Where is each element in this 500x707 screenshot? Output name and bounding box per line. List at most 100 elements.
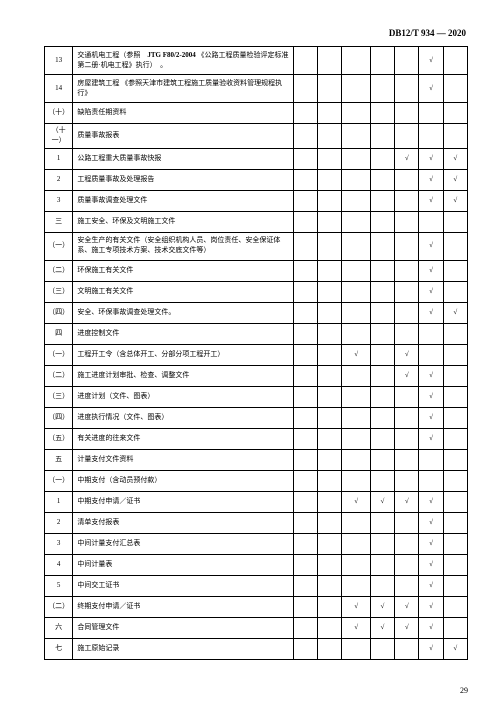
row-number: （十） <box>45 103 73 124</box>
check-cell: √ <box>395 617 419 638</box>
check-cell <box>318 75 342 103</box>
row-description: 进度执行情况（文件、图表） <box>73 407 294 428</box>
check-cell: √ <box>370 491 394 512</box>
table-row: （五）有关进度的往来文件√ <box>45 428 468 449</box>
row-number: （四） <box>45 302 73 323</box>
check-cell: √ <box>419 47 443 75</box>
row-number: 13 <box>45 47 73 75</box>
check-cell <box>370 428 394 449</box>
doc-header: DB12/T 934 — 2020 <box>44 28 468 38</box>
row-description: 中间交工证书 <box>73 575 294 596</box>
check-cell <box>293 190 317 211</box>
row-number: （三） <box>45 386 73 407</box>
check-cell <box>443 533 467 554</box>
row-description: 中间计量表 <box>73 554 294 575</box>
table-row: 七施工原始记录√√ <box>45 638 468 659</box>
row-description: 施工原始记录 <box>73 638 294 659</box>
row-number: 七 <box>45 638 73 659</box>
check-cell <box>318 512 342 533</box>
check-cell: √ <box>443 190 467 211</box>
check-cell <box>318 281 342 302</box>
row-description: 工程开工令（含总体开工、分部分项工程开工） <box>73 344 294 365</box>
check-cell <box>395 323 419 344</box>
row-number: 四 <box>45 323 73 344</box>
check-cell: √ <box>419 386 443 407</box>
table-row: 4中间计量表√ <box>45 554 468 575</box>
check-cell <box>370 169 394 190</box>
check-cell: √ <box>419 190 443 211</box>
check-cell <box>293 281 317 302</box>
table-row: （一）中期支付（含动员预付款） <box>45 470 468 491</box>
check-cell <box>370 103 394 124</box>
row-number: （一） <box>45 232 73 260</box>
check-cell <box>318 260 342 281</box>
check-cell: √ <box>419 148 443 169</box>
row-number: 1 <box>45 148 73 169</box>
row-number: 2 <box>45 512 73 533</box>
row-number: （十一） <box>45 124 73 149</box>
check-cell <box>342 103 370 124</box>
row-number: 1 <box>45 491 73 512</box>
check-cell <box>318 617 342 638</box>
check-cell <box>293 302 317 323</box>
check-cell <box>443 470 467 491</box>
check-cell: √ <box>419 533 443 554</box>
check-cell <box>370 232 394 260</box>
check-cell <box>370 148 394 169</box>
check-cell <box>395 75 419 103</box>
check-cell: √ <box>419 169 443 190</box>
check-cell <box>318 148 342 169</box>
table-row: （十）缺陷责任期资料 <box>45 103 468 124</box>
check-cell <box>370 365 394 386</box>
check-cell <box>443 407 467 428</box>
table-row: （四）进度执行情况（文件、图表）√ <box>45 407 468 428</box>
table-row: （三）进度计划（文件、图表）√ <box>45 386 468 407</box>
check-cell <box>342 428 370 449</box>
check-cell <box>395 281 419 302</box>
check-cell <box>443 554 467 575</box>
row-number: 六 <box>45 617 73 638</box>
check-cell <box>443 260 467 281</box>
check-cell <box>443 491 467 512</box>
check-cell <box>419 323 443 344</box>
row-number: （三） <box>45 281 73 302</box>
check-cell <box>293 638 317 659</box>
check-cell <box>419 449 443 470</box>
row-description: 交通机电工程（参照 JTG F80/2-2004 《公路工程质量检验评定标准 第… <box>73 47 294 75</box>
table-row: （二）环保施工有关文件√ <box>45 260 468 281</box>
check-cell <box>419 344 443 365</box>
check-cell: √ <box>395 491 419 512</box>
row-number: （四） <box>45 407 73 428</box>
row-description: 施工进度计划审批、检查、调整文件 <box>73 365 294 386</box>
check-cell: √ <box>342 617 370 638</box>
check-cell <box>293 323 317 344</box>
check-cell <box>443 596 467 617</box>
check-cell <box>395 386 419 407</box>
check-cell <box>395 47 419 75</box>
page-number: 29 <box>460 686 468 695</box>
check-cell: √ <box>419 491 443 512</box>
table-row: 3质量事故调查处理文件√√ <box>45 190 468 211</box>
check-cell <box>318 554 342 575</box>
check-cell <box>342 75 370 103</box>
row-description: 文明施工有关文件 <box>73 281 294 302</box>
check-cell <box>443 512 467 533</box>
check-cell <box>370 302 394 323</box>
row-number: 3 <box>45 533 73 554</box>
table-row: （四）安全、环保事故调查处理文件。√√ <box>45 302 468 323</box>
row-description: 安全生产的有关文件（安全组织机构人员、岗位责任、安全保证体系、施工专项技术方案、… <box>73 232 294 260</box>
check-cell <box>395 260 419 281</box>
check-cell <box>370 470 394 491</box>
check-cell <box>395 124 419 149</box>
check-cell <box>443 386 467 407</box>
check-cell <box>370 124 394 149</box>
table-row: 五计量支付文件资料 <box>45 449 468 470</box>
check-cell: √ <box>342 344 370 365</box>
check-cell <box>370 512 394 533</box>
check-cell <box>318 232 342 260</box>
check-cell <box>370 344 394 365</box>
check-cell <box>293 512 317 533</box>
table-row: 14房屋建筑工程 《参照天津市建筑工程施工质量验收资料管理规程执行》√ <box>45 75 468 103</box>
check-cell <box>293 124 317 149</box>
check-cell <box>293 449 317 470</box>
